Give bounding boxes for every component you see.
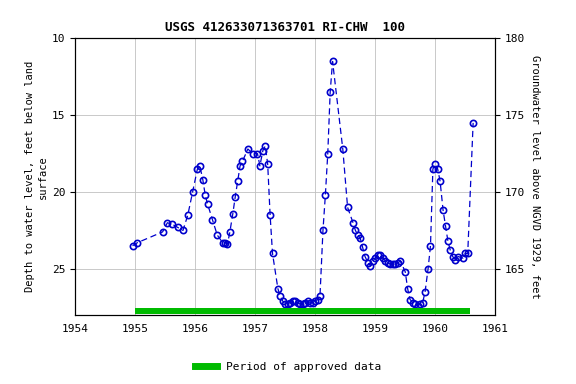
Y-axis label: Groundwater level above NGVD 1929, feet: Groundwater level above NGVD 1929, feet — [530, 55, 540, 298]
Bar — [135, 308, 470, 314]
Title: USGS 412633071363701 RI-CHW  100: USGS 412633071363701 RI-CHW 100 — [165, 22, 405, 35]
Y-axis label: Depth to water level, feet below land
surface: Depth to water level, feet below land su… — [25, 61, 47, 292]
Legend: Period of approved data: Period of approved data — [191, 358, 385, 377]
